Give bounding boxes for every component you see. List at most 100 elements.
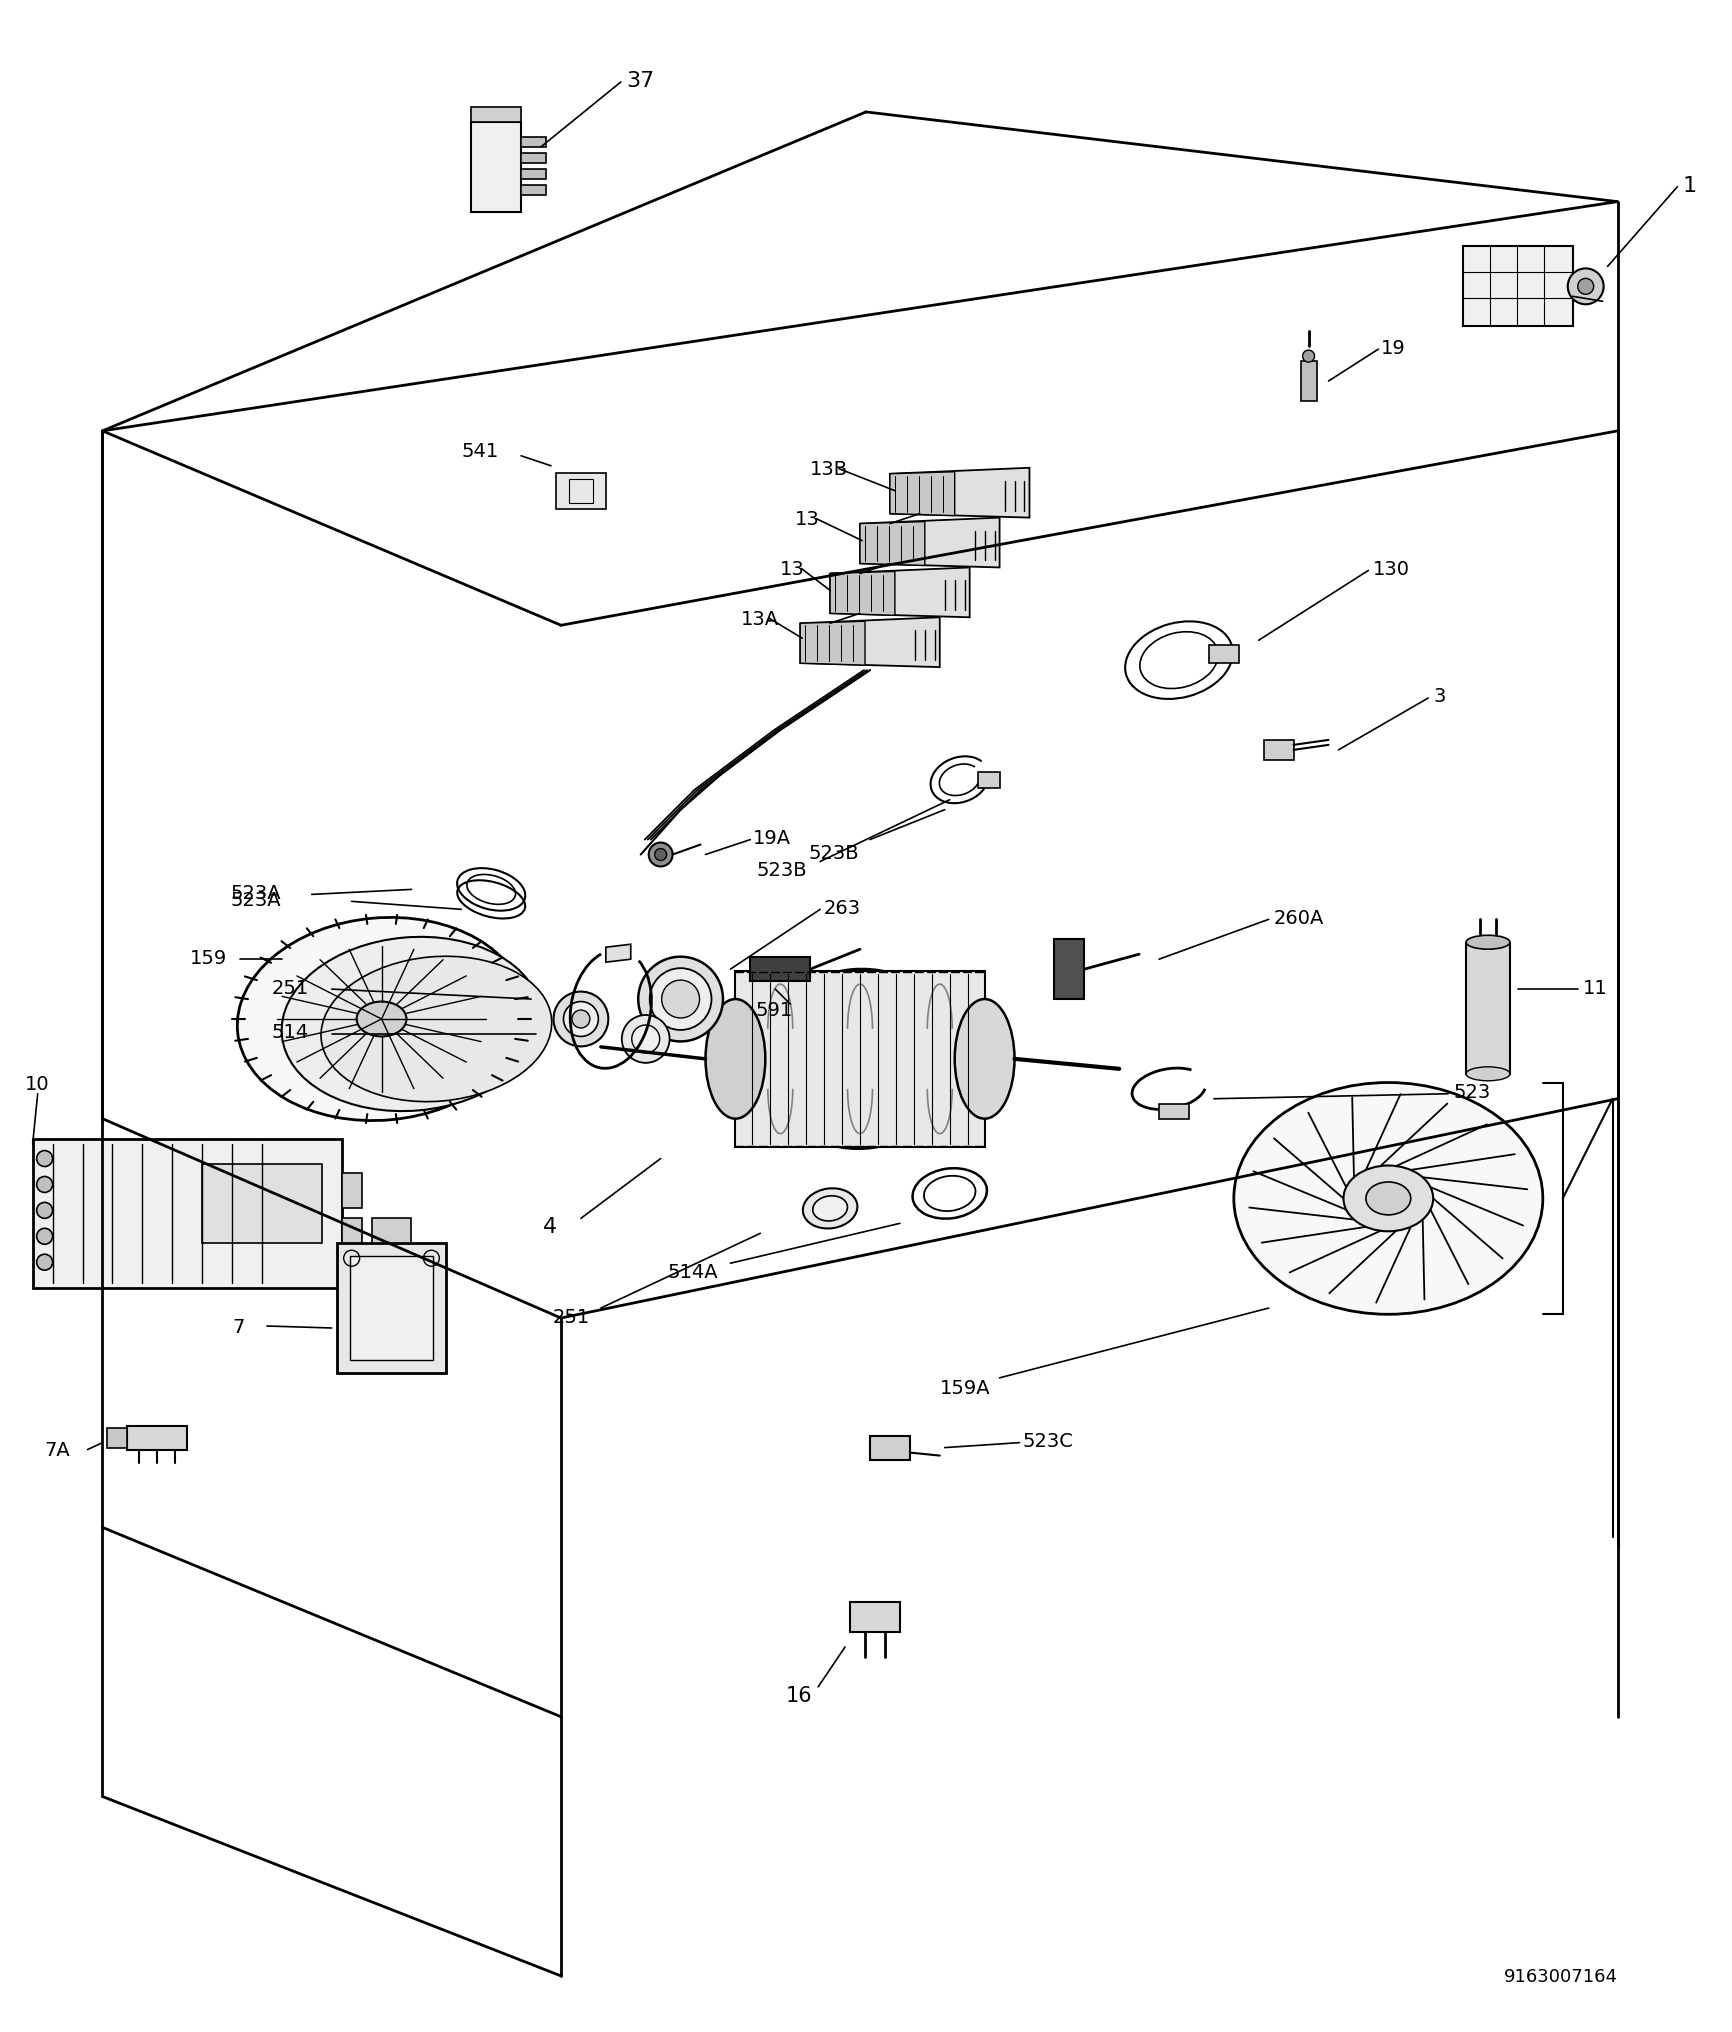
Circle shape (655, 849, 667, 862)
Text: 7: 7 (232, 1317, 244, 1335)
Text: 4: 4 (542, 1217, 558, 1237)
Polygon shape (606, 945, 630, 963)
Bar (750, 957, 811, 981)
Polygon shape (890, 473, 954, 516)
Text: 260A: 260A (1273, 908, 1323, 927)
Text: 523: 523 (1451, 1083, 1490, 1101)
Text: 523B: 523B (807, 843, 859, 864)
Ellipse shape (572, 1010, 589, 1028)
Bar (850, 1603, 899, 1632)
Ellipse shape (1465, 1067, 1509, 1081)
Ellipse shape (553, 992, 608, 1046)
Text: 541: 541 (461, 443, 499, 461)
Bar (203, 1164, 322, 1244)
Ellipse shape (954, 1000, 1013, 1120)
Text: 13: 13 (795, 510, 819, 528)
Text: 514A: 514A (667, 1262, 717, 1280)
Bar (556, 473, 606, 510)
Bar (350, 1256, 433, 1359)
Text: 130: 130 (1372, 559, 1410, 579)
Text: 251: 251 (272, 977, 308, 998)
Text: 251: 251 (553, 1307, 591, 1327)
Ellipse shape (282, 937, 540, 1112)
Ellipse shape (1233, 1083, 1541, 1315)
Bar (869, 1437, 909, 1459)
Text: 1: 1 (1682, 175, 1696, 195)
Bar (1053, 939, 1084, 1000)
Polygon shape (471, 122, 521, 213)
Text: 19: 19 (1380, 339, 1405, 358)
Polygon shape (800, 618, 939, 669)
Text: 10: 10 (24, 1075, 48, 1093)
Ellipse shape (320, 957, 551, 1101)
Ellipse shape (1465, 937, 1509, 949)
Polygon shape (33, 1140, 341, 1288)
Text: 3: 3 (1432, 687, 1444, 705)
Text: 37: 37 (625, 71, 653, 91)
Circle shape (36, 1254, 52, 1270)
Text: 159A: 159A (939, 1378, 989, 1398)
Polygon shape (859, 522, 925, 567)
Ellipse shape (1365, 1183, 1410, 1215)
Circle shape (36, 1229, 52, 1246)
Circle shape (648, 843, 672, 868)
Bar (568, 480, 592, 504)
Circle shape (1302, 352, 1315, 364)
Ellipse shape (357, 1002, 407, 1036)
Circle shape (36, 1177, 52, 1193)
Polygon shape (830, 569, 970, 618)
Text: 523A: 523A (230, 890, 281, 910)
Polygon shape (734, 971, 984, 1146)
Text: 13A: 13A (740, 610, 778, 628)
Text: 9163007164: 9163007164 (1503, 1967, 1616, 1985)
Bar (371, 1219, 410, 1244)
Ellipse shape (622, 1016, 669, 1063)
Text: 7A: 7A (45, 1441, 71, 1459)
Text: 591: 591 (755, 1000, 792, 1018)
Bar (1263, 740, 1292, 760)
Ellipse shape (632, 1026, 660, 1053)
Polygon shape (471, 108, 521, 122)
Text: 263: 263 (823, 898, 859, 916)
Text: 159: 159 (191, 949, 227, 967)
Text: 523A: 523A (230, 884, 281, 902)
Circle shape (36, 1203, 52, 1219)
Bar (521, 185, 546, 195)
Text: 13B: 13B (811, 459, 849, 480)
Bar (336, 1244, 447, 1374)
Polygon shape (859, 518, 999, 569)
Polygon shape (890, 469, 1029, 518)
Bar (1465, 945, 1509, 1075)
Circle shape (1567, 270, 1602, 305)
Polygon shape (800, 622, 864, 666)
Text: 11: 11 (1581, 977, 1607, 998)
Ellipse shape (705, 1000, 766, 1120)
Text: 19A: 19A (753, 829, 792, 847)
Text: 523B: 523B (755, 860, 807, 880)
Ellipse shape (650, 969, 712, 1030)
Bar (107, 1428, 128, 1449)
Bar (1299, 362, 1316, 402)
Ellipse shape (1342, 1166, 1432, 1231)
Bar (341, 1219, 362, 1254)
Ellipse shape (662, 981, 700, 1018)
Bar (521, 154, 546, 165)
Ellipse shape (637, 957, 722, 1042)
Bar (341, 1174, 362, 1209)
Circle shape (1576, 278, 1593, 295)
Bar (1462, 248, 1573, 327)
Text: 13: 13 (779, 559, 805, 579)
Bar (521, 138, 546, 148)
Ellipse shape (563, 1002, 598, 1036)
Ellipse shape (237, 918, 525, 1122)
Circle shape (36, 1150, 52, 1166)
Text: 16: 16 (785, 1685, 811, 1705)
Bar (521, 169, 546, 179)
Bar (1159, 1103, 1188, 1120)
Ellipse shape (760, 969, 960, 1148)
Bar (128, 1426, 187, 1451)
Text: 523C: 523C (1022, 1431, 1072, 1451)
Bar (1209, 646, 1238, 664)
Text: 514: 514 (272, 1022, 308, 1042)
Bar (977, 772, 999, 788)
